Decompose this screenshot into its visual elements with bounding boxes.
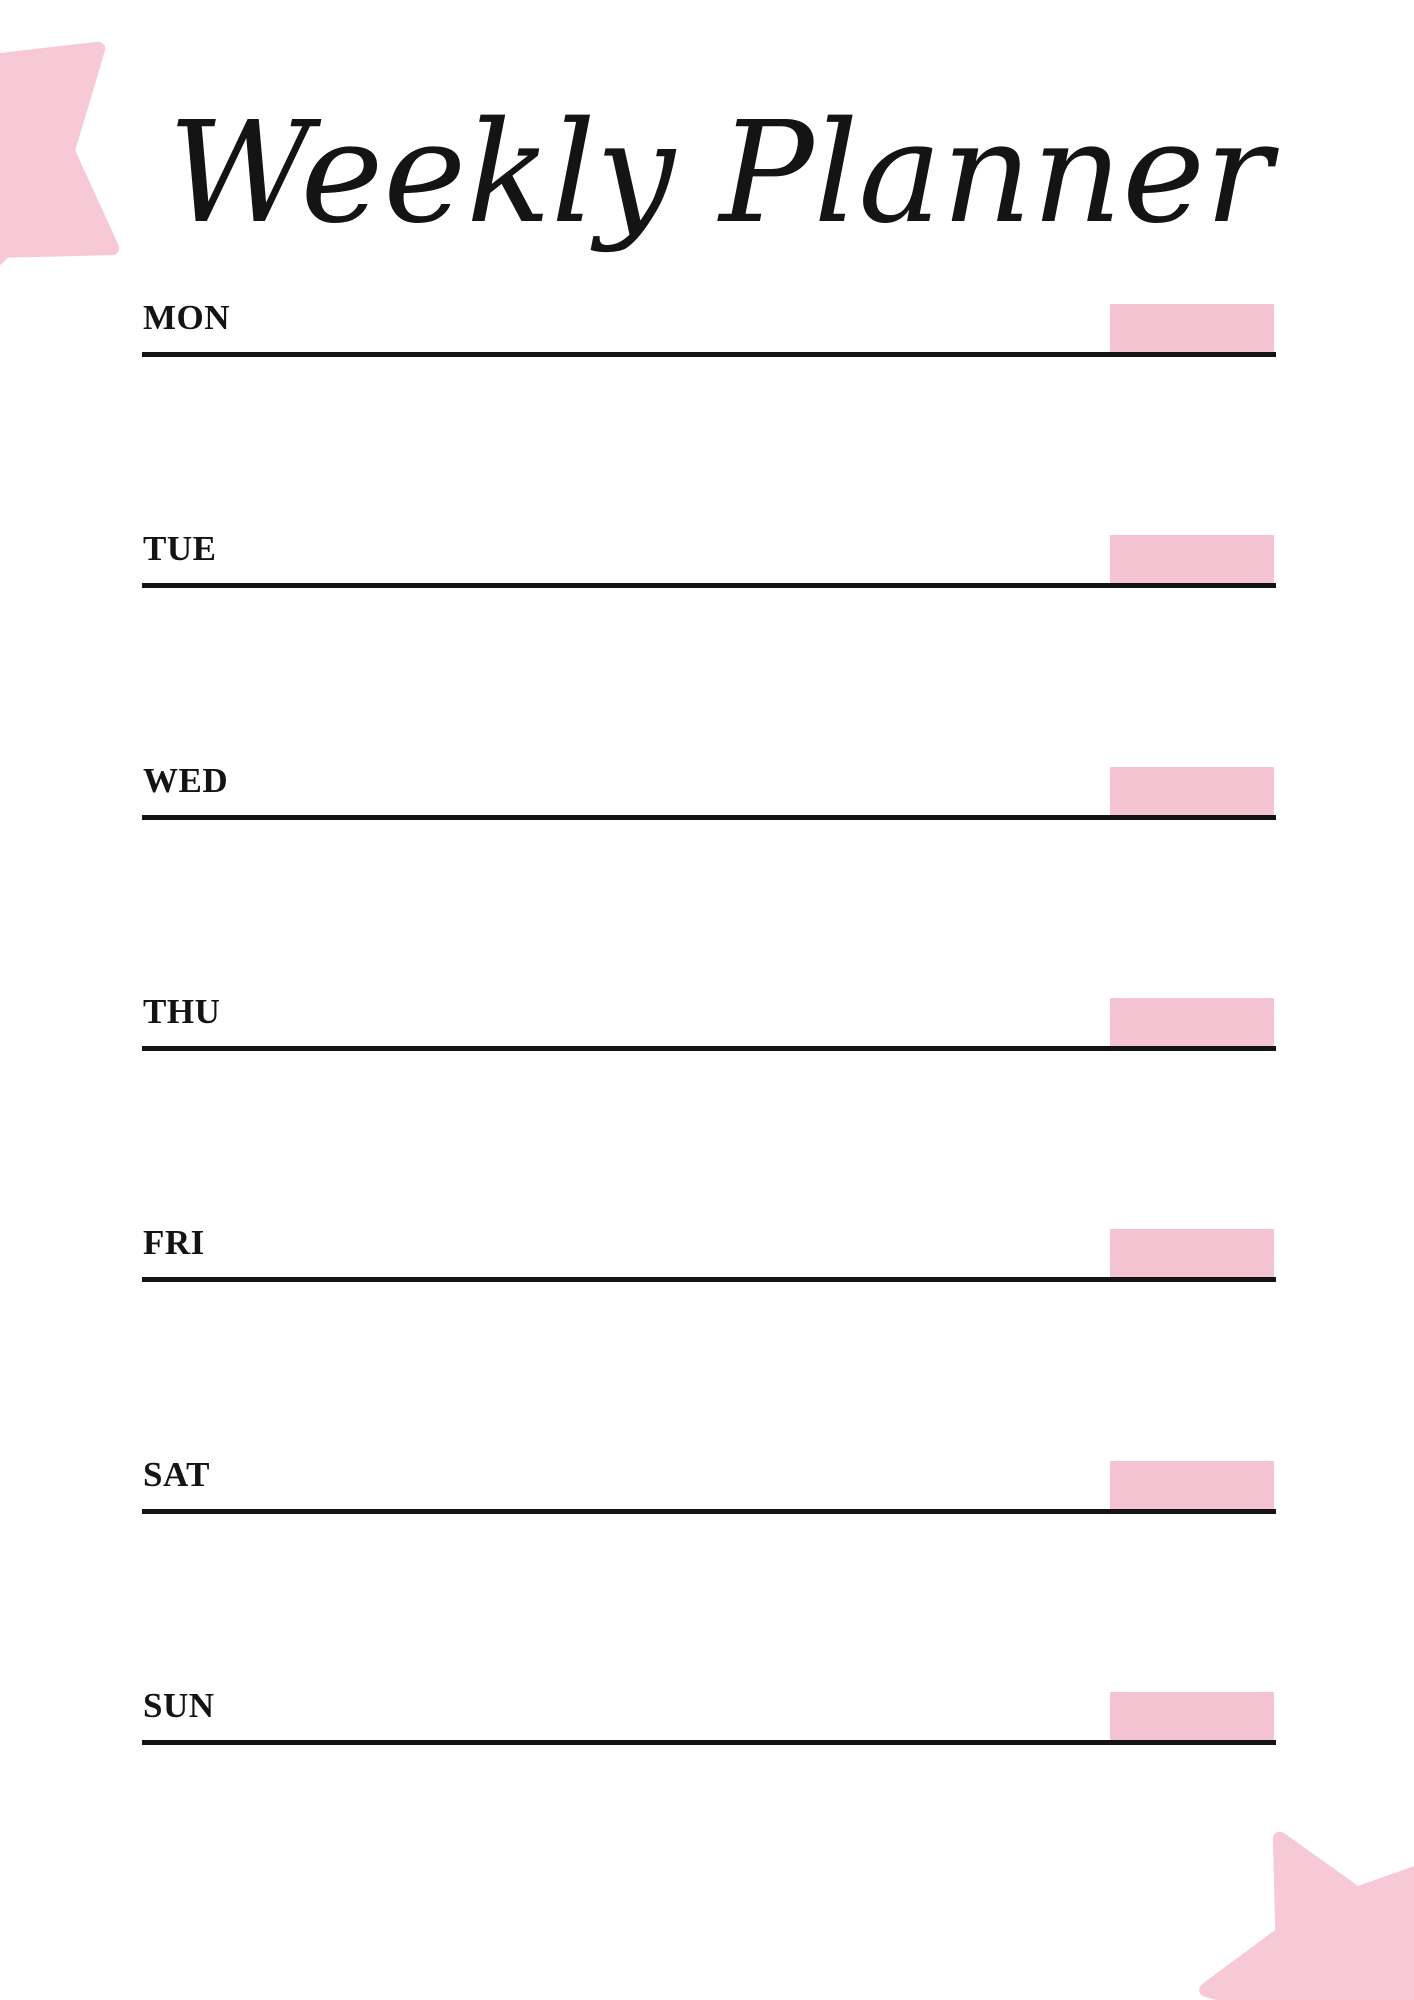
- day-highlight-block: [1110, 998, 1274, 1046]
- day-row-tue: TUE: [142, 529, 1276, 588]
- day-label: WED: [143, 761, 229, 800]
- page-title: Weekly Planner: [168, 92, 1272, 255]
- day-row-wed: WED: [142, 761, 1276, 820]
- day-label: SUN: [143, 1686, 215, 1725]
- star-icon: [1199, 1831, 1414, 2000]
- day-row-thu: THU: [142, 992, 1276, 1051]
- star-icon: [0, 41, 120, 266]
- day-highlight-block: [1110, 304, 1274, 352]
- day-label: THU: [143, 992, 221, 1031]
- day-row-sun: SUN: [142, 1686, 1276, 1745]
- day-label: TUE: [143, 529, 217, 568]
- day-label: SAT: [143, 1455, 210, 1494]
- day-highlight-block: [1110, 1229, 1274, 1277]
- day-row-sat: SAT: [142, 1455, 1276, 1514]
- day-label: FRI: [143, 1223, 205, 1262]
- day-row-mon: MON: [142, 298, 1276, 357]
- day-label: MON: [143, 298, 231, 337]
- day-highlight-block: [1110, 767, 1274, 815]
- day-highlight-block: [1110, 1692, 1274, 1740]
- day-highlight-block: [1110, 1461, 1274, 1509]
- day-highlight-block: [1110, 535, 1274, 583]
- day-row-fri: FRI: [142, 1223, 1276, 1282]
